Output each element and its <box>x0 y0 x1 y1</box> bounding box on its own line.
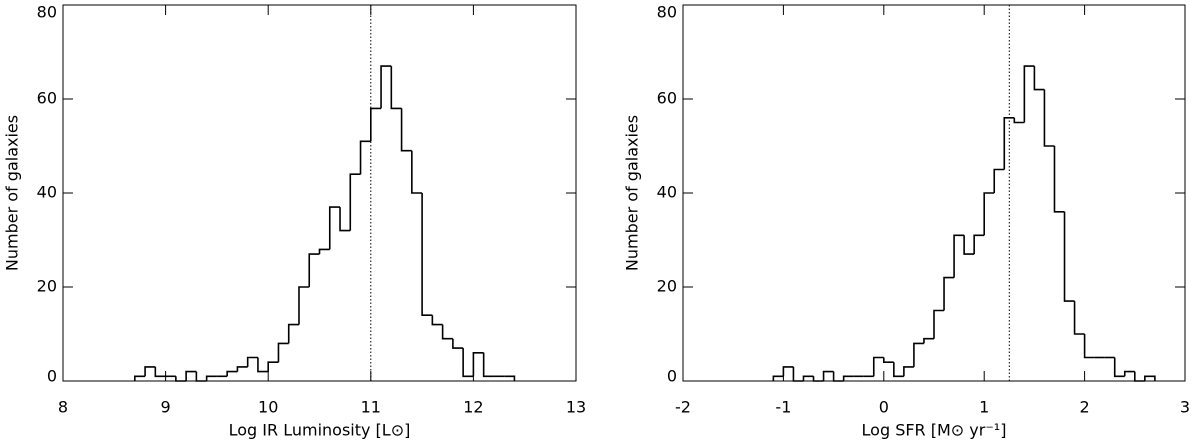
y-tick-label: 60 <box>657 89 677 108</box>
x-tick-label: 1 <box>979 398 989 417</box>
histogram-step <box>812 376 824 382</box>
histogram-step <box>236 366 248 372</box>
histogram-step <box>1134 371 1145 382</box>
histogram-step <box>462 348 474 378</box>
y-tick-label: 40 <box>657 183 677 202</box>
histogram-step <box>349 173 361 231</box>
histogram-step <box>195 371 207 382</box>
y-tick-label: 80 <box>37 3 57 22</box>
histogram-step <box>883 357 894 363</box>
histogram-step <box>872 356 884 377</box>
x-tick-label: 13 <box>566 398 586 417</box>
histogram-step <box>411 150 423 194</box>
histogram-step <box>452 338 464 349</box>
histogram-step <box>431 315 443 326</box>
y-tick-label: 20 <box>37 277 57 296</box>
y-tick-label: 60 <box>37 89 57 108</box>
y-tick-label: 0 <box>667 367 677 386</box>
histogram-step <box>913 342 924 367</box>
histogram-step <box>792 366 804 382</box>
x-tick-label: 2 <box>1080 398 1090 417</box>
y-axis-label: Number of galaxies <box>3 115 22 271</box>
histogram-step <box>1003 117 1015 170</box>
x-tick-label: 9 <box>161 398 171 417</box>
histogram-step <box>1073 301 1085 335</box>
histogram-step <box>359 140 371 175</box>
histogram-step <box>287 323 299 344</box>
histogram-step <box>893 362 904 378</box>
histogram-step <box>267 361 279 372</box>
x-tick-label: 10 <box>258 398 278 417</box>
histogram-step <box>1123 370 1135 377</box>
histogram-step <box>370 107 382 142</box>
histogram-step <box>298 286 310 325</box>
y-axis-label: Number of galaxies <box>623 115 642 271</box>
histogram-step <box>943 276 955 311</box>
histogram-step <box>277 342 289 363</box>
histogram-step <box>246 356 258 367</box>
histogram-step <box>963 235 975 255</box>
histogram-step <box>308 253 320 287</box>
histogram-step <box>1033 66 1045 91</box>
histogram-step <box>226 370 238 377</box>
histogram-step <box>318 248 330 255</box>
histogram-step <box>144 366 156 377</box>
histogram-step <box>472 352 484 377</box>
histogram-step <box>380 65 392 109</box>
x-axis-label: Log IR Luminosity [L⊙] <box>229 421 411 440</box>
histogram-step <box>1013 117 1025 124</box>
histogram-step <box>154 366 166 378</box>
histogram-step <box>339 207 351 232</box>
x-tick-label: -2 <box>675 398 691 417</box>
histogram-step <box>933 309 945 339</box>
x-tick-label: -1 <box>775 398 791 417</box>
histogram-step <box>1083 334 1095 359</box>
x-tick-label: 12 <box>463 398 483 417</box>
histogram-step <box>421 193 433 316</box>
histogram-step <box>134 375 146 381</box>
y-tick-label: 20 <box>657 277 677 296</box>
histogram-step <box>822 370 834 381</box>
histogram-step <box>923 337 934 344</box>
histogram-step <box>973 234 985 255</box>
x-tick-label: 11 <box>361 398 381 417</box>
plot-frame <box>62 4 577 382</box>
histogram-step <box>328 206 341 250</box>
histogram-step <box>782 366 794 377</box>
histogram-step <box>257 357 269 373</box>
y-tick-label: 0 <box>47 367 57 386</box>
histogram-step <box>1053 146 1065 213</box>
histogram-step <box>1063 211 1075 302</box>
y-tick-label: 40 <box>37 183 57 202</box>
x-axis-label: Log SFR [M⊙ yr⁻¹] <box>862 421 1007 440</box>
histogram-step <box>400 108 412 152</box>
x-tick-label: 8 <box>58 398 68 417</box>
histogram-step <box>185 370 197 381</box>
x-tick-label: 3 <box>1180 398 1190 417</box>
x-tick-label: 0 <box>879 398 889 417</box>
histogram-step <box>1023 65 1035 123</box>
histogram-step <box>772 375 784 381</box>
histogram-step <box>482 352 494 378</box>
histogram-step <box>175 376 187 382</box>
histogram-step <box>842 375 854 381</box>
histogram-step <box>390 66 402 110</box>
histogram-step <box>953 234 965 278</box>
histogram-step <box>832 371 844 382</box>
y-tick-label: 80 <box>657 3 677 22</box>
histogram-step <box>802 375 814 381</box>
histogram-step <box>441 324 453 340</box>
histogram-step <box>1144 375 1156 381</box>
histogram-step <box>1113 357 1125 378</box>
histogram-step <box>504 375 516 381</box>
histogram-step <box>205 375 217 381</box>
histogram-step <box>1043 89 1055 147</box>
histogram-step <box>993 168 1005 193</box>
histogram-step <box>983 192 995 236</box>
histogram-step <box>903 366 914 377</box>
